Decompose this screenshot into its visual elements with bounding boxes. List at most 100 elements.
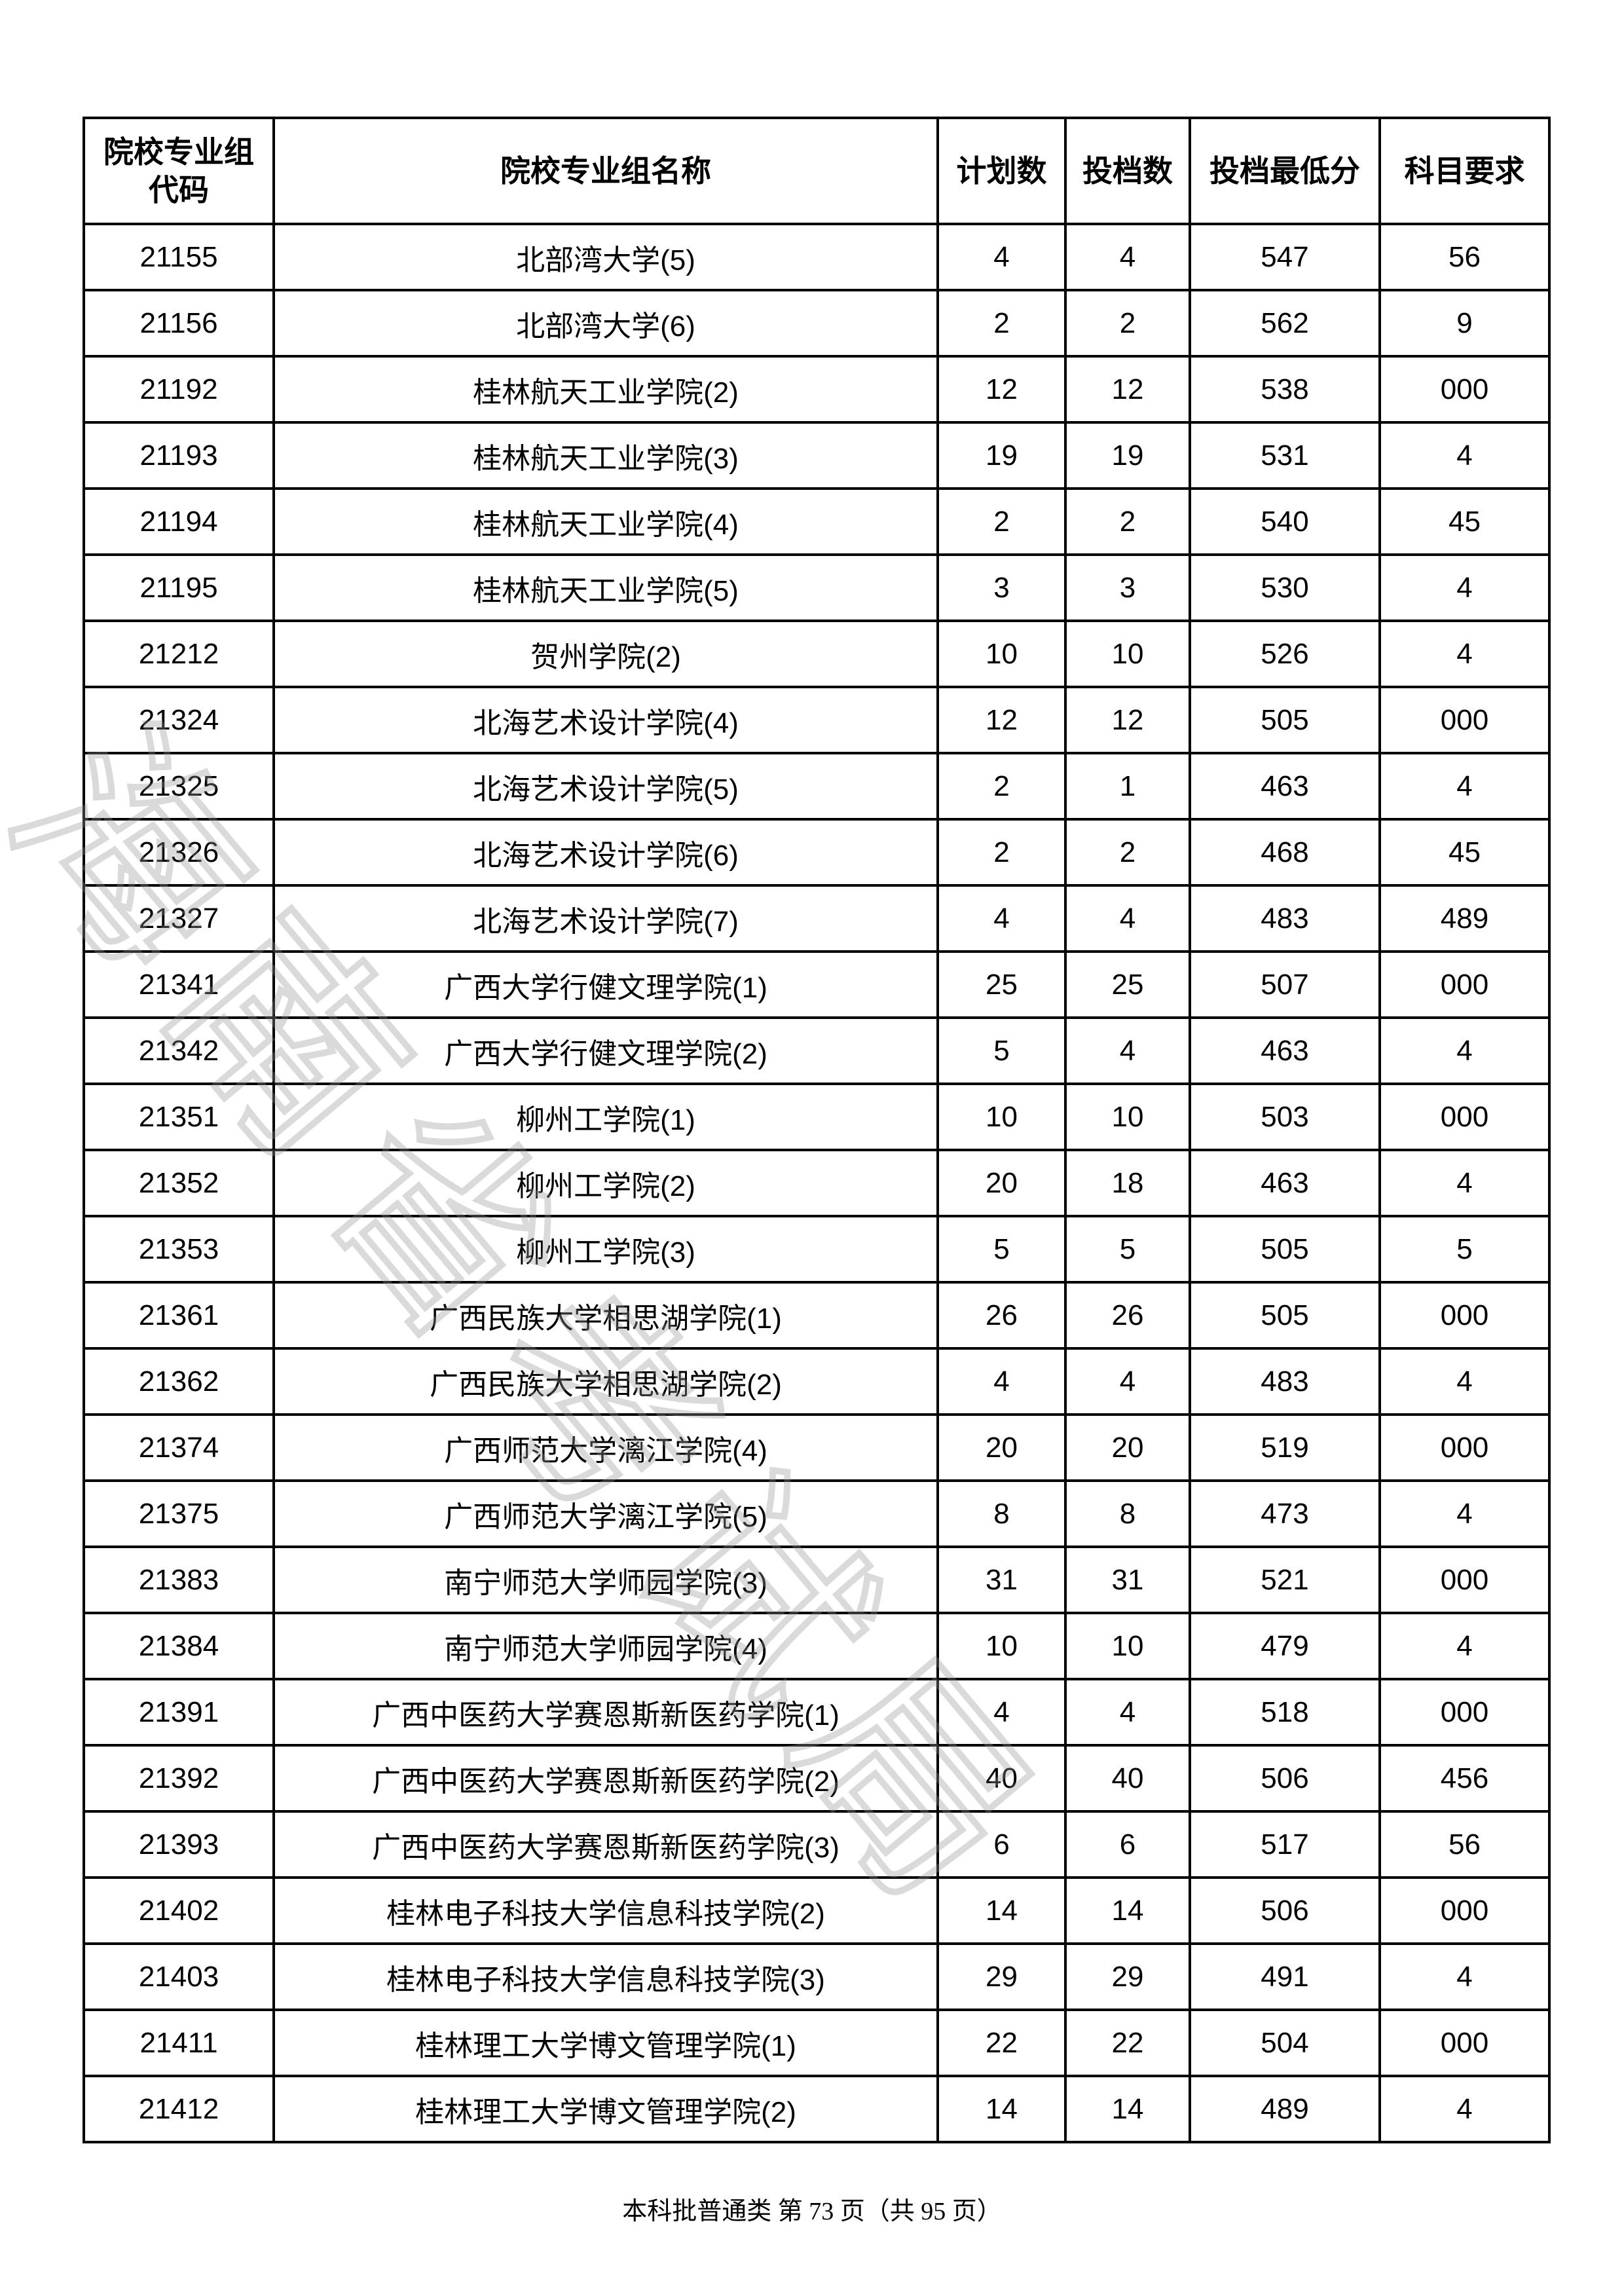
table-row: 21195 桂林航天工业学院(5) 3 3 530 4 xyxy=(83,553,1551,622)
admitted-count-cell: 4 xyxy=(1064,884,1191,953)
min-score-cell: 505 xyxy=(1189,1215,1381,1284)
group-name-cell: 广西民族大学相思湖学院(1) xyxy=(272,1281,939,1350)
table-row: 21361 广西民族大学相思湖学院(1) 26 26 505 000 xyxy=(83,1281,1551,1350)
table-row: 21374 广西师范大学漓江学院(4) 20 20 519 000 xyxy=(83,1413,1551,1482)
subject-req-cell: 000 xyxy=(1378,950,1551,1019)
subject-req-cell: 000 xyxy=(1378,1413,1551,1482)
subject-req-cell: 4 xyxy=(1378,1942,1551,2011)
min-score-cell: 505 xyxy=(1189,1281,1381,1350)
group-name-cell: 南宁师范大学师园学院(3) xyxy=(272,1546,939,1614)
min-score-cell: 531 xyxy=(1189,421,1381,490)
plan-count-cell: 10 xyxy=(936,1083,1067,1151)
plan-count-cell: 2 xyxy=(936,752,1067,821)
group-code-cell: 21342 xyxy=(83,1016,275,1085)
min-score-cell: 483 xyxy=(1189,884,1381,953)
min-score-cell: 463 xyxy=(1189,752,1381,821)
min-score-cell: 547 xyxy=(1189,223,1381,291)
admitted-count-cell: 4 xyxy=(1064,1678,1191,1747)
admitted-count-cell: 14 xyxy=(1064,1876,1191,1945)
group-name-cell: 广西民族大学相思湖学院(2) xyxy=(272,1347,939,1416)
table-row: 21383 南宁师范大学师园学院(3) 31 31 521 000 xyxy=(83,1546,1551,1614)
group-name-cell: 桂林航天工业学院(3) xyxy=(272,421,939,490)
plan-count-cell: 20 xyxy=(936,1149,1067,1217)
group-name-cell: 北海艺术设计学院(7) xyxy=(272,884,939,953)
min-score-cell: 504 xyxy=(1189,2009,1381,2077)
admitted-count-cell: 10 xyxy=(1064,620,1191,688)
group-name-cell: 桂林理工大学博文管理学院(2) xyxy=(272,2075,939,2143)
group-code-cell: 21375 xyxy=(83,1479,275,1548)
group-name-cell: 桂林理工大学博文管理学院(1) xyxy=(272,2009,939,2077)
subject-req-cell: 4 xyxy=(1378,752,1551,821)
group-name-cell: 广西大学行健文理学院(2) xyxy=(272,1016,939,1085)
min-score-cell: 463 xyxy=(1189,1016,1381,1085)
group-code-cell: 21402 xyxy=(83,1876,275,1945)
subject-req-cell: 5 xyxy=(1378,1215,1551,1284)
admitted-count-cell: 4 xyxy=(1064,223,1191,291)
subject-req-cell: 489 xyxy=(1378,884,1551,953)
plan-count-cell: 4 xyxy=(936,223,1067,291)
plan-count-cell: 4 xyxy=(936,1678,1067,1747)
table-row: 21393 广西中医药大学赛恩斯新医药学院(3) 6 6 517 56 xyxy=(83,1810,1551,1879)
group-code-cell: 21326 xyxy=(83,818,275,887)
group-code-cell: 21193 xyxy=(83,421,275,490)
subject-req-cell: 4 xyxy=(1378,421,1551,490)
subject-req-cell: 4 xyxy=(1378,1347,1551,1416)
subject-req-cell: 45 xyxy=(1378,487,1551,556)
subject-req-cell: 4 xyxy=(1378,553,1551,622)
subject-req-cell: 000 xyxy=(1378,1678,1551,1747)
table-row: 21194 桂林航天工业学院(4) 2 2 540 45 xyxy=(83,487,1551,556)
min-score-cell: 468 xyxy=(1189,818,1381,887)
admitted-count-cell: 19 xyxy=(1064,421,1191,490)
group-name-cell: 北海艺术设计学院(4) xyxy=(272,686,939,754)
plan-count-cell: 40 xyxy=(936,1744,1067,1813)
min-score-cell: 540 xyxy=(1189,487,1381,556)
group-code-cell: 21403 xyxy=(83,1942,275,2011)
min-score-cell: 507 xyxy=(1189,950,1381,1019)
admitted-count-cell: 10 xyxy=(1064,1083,1191,1151)
subject-req-cell: 000 xyxy=(1378,1876,1551,1945)
group-name-cell: 贺州学院(2) xyxy=(272,620,939,688)
header-row: 院校专业组代码 院校专业组名称 计划数 投档数 投档最低分 科目要求 xyxy=(83,117,1551,225)
group-code-cell: 21374 xyxy=(83,1413,275,1482)
plan-count-cell: 5 xyxy=(936,1016,1067,1085)
table-row: 21403 桂林电子科技大学信息科技学院(3) 29 29 491 4 xyxy=(83,1942,1551,2011)
group-name-cell: 桂林航天工业学院(5) xyxy=(272,553,939,622)
group-code-cell: 21351 xyxy=(83,1083,275,1151)
admitted-count-cell: 14 xyxy=(1064,2075,1191,2143)
admitted-count-cell: 2 xyxy=(1064,289,1191,358)
admitted-count-cell: 5 xyxy=(1064,1215,1191,1284)
group-name-cell: 广西中医药大学赛恩斯新医药学院(1) xyxy=(272,1678,939,1747)
plan-count-cell: 3 xyxy=(936,553,1067,622)
subject-req-cell: 4 xyxy=(1378,2075,1551,2143)
admitted-count-cell: 12 xyxy=(1064,355,1191,424)
plan-count-cell: 4 xyxy=(936,884,1067,953)
table-row: 21392 广西中医药大学赛恩斯新医药学院(2) 40 40 506 456 xyxy=(83,1744,1551,1813)
header-group-name: 院校专业组名称 xyxy=(272,117,939,225)
admitted-count-cell: 40 xyxy=(1064,1744,1191,1813)
group-code-cell: 21411 xyxy=(83,2009,275,2077)
admitted-count-cell: 26 xyxy=(1064,1281,1191,1350)
group-name-cell: 广西大学行健文理学院(1) xyxy=(272,950,939,1019)
group-code-cell: 21362 xyxy=(83,1347,275,1416)
group-code-cell: 21212 xyxy=(83,620,275,688)
group-name-cell: 广西师范大学漓江学院(4) xyxy=(272,1413,939,1482)
table-row: 21353 柳州工学院(3) 5 5 505 5 xyxy=(83,1215,1551,1284)
group-code-cell: 21192 xyxy=(83,355,275,424)
plan-count-cell: 10 xyxy=(936,620,1067,688)
group-code-cell: 21392 xyxy=(83,1744,275,1813)
group-code-cell: 21325 xyxy=(83,752,275,821)
table-row: 21155 北部湾大学(5) 4 4 547 56 xyxy=(83,223,1551,291)
plan-count-cell: 2 xyxy=(936,487,1067,556)
min-score-cell: 506 xyxy=(1189,1876,1381,1945)
plan-count-cell: 5 xyxy=(936,1215,1067,1284)
admitted-count-cell: 20 xyxy=(1064,1413,1191,1482)
min-score-cell: 463 xyxy=(1189,1149,1381,1217)
subject-req-cell: 000 xyxy=(1378,1083,1551,1151)
group-name-cell: 柳州工学院(1) xyxy=(272,1083,939,1151)
min-score-cell: 521 xyxy=(1189,1546,1381,1614)
plan-count-cell: 25 xyxy=(936,950,1067,1019)
min-score-cell: 491 xyxy=(1189,1942,1381,2011)
subject-req-cell: 56 xyxy=(1378,1810,1551,1879)
plan-count-cell: 12 xyxy=(936,686,1067,754)
min-score-cell: 483 xyxy=(1189,1347,1381,1416)
